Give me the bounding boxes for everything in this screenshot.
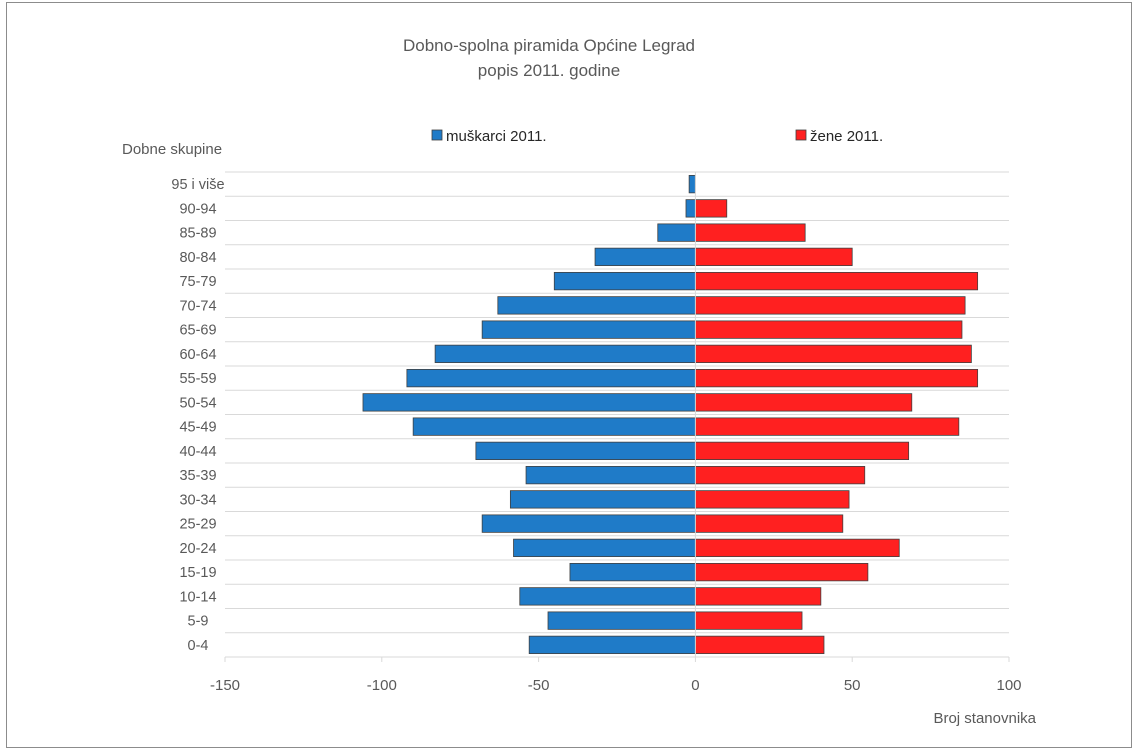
bar-female <box>695 562 869 582</box>
bars <box>362 174 979 655</box>
x-tick-label: -100 <box>367 677 397 694</box>
bar-male <box>406 368 696 388</box>
x-tick-label: 0 <box>691 677 699 694</box>
legend-swatch-male <box>431 129 443 141</box>
bar-male <box>481 320 696 339</box>
bar-male <box>547 611 696 630</box>
bar-male <box>509 490 696 509</box>
bar-female <box>695 417 960 436</box>
chart-subtitle: popis 2011. godine <box>478 61 620 80</box>
bar-female <box>695 368 979 388</box>
category-label: 50-54 <box>179 395 216 411</box>
bar-male <box>362 393 696 412</box>
bar-female <box>695 611 803 630</box>
category-label: 25-29 <box>179 517 216 533</box>
bar-female <box>695 199 728 218</box>
bar-male <box>497 296 696 315</box>
category-label: 35-39 <box>179 468 216 484</box>
bar-male <box>434 344 696 364</box>
x-axis-title: Broj stanovnika <box>933 710 1036 727</box>
bar-male <box>519 587 696 606</box>
gridlines <box>225 171 1009 658</box>
category-label: 40-44 <box>179 444 216 460</box>
bar-female <box>695 635 825 655</box>
legend: muškarci 2011. žene 2011. <box>431 128 883 145</box>
category-label: 0-4 <box>188 638 209 654</box>
category-label: 10-14 <box>179 589 216 605</box>
bar-male <box>412 417 696 436</box>
bar-male <box>528 635 696 655</box>
category-label: 15-19 <box>179 565 216 581</box>
x-tick-label: -50 <box>528 677 550 694</box>
bar-male <box>553 271 696 291</box>
legend-swatch-female <box>795 129 807 141</box>
bar-female <box>695 441 910 461</box>
bar-female <box>695 393 913 412</box>
legend-label-female: žene 2011. <box>810 128 883 145</box>
x-tick-label: 50 <box>844 677 861 694</box>
bar-female <box>695 587 822 606</box>
category-label: 55-59 <box>179 371 216 387</box>
bar-female <box>695 271 979 291</box>
bar-female <box>695 247 853 267</box>
category-label: 95 i više <box>171 177 224 193</box>
bar-female <box>695 223 806 242</box>
bar-female <box>695 344 972 364</box>
bar-male <box>525 465 696 485</box>
category-label: 65-69 <box>179 323 216 339</box>
category-label: 75-79 <box>179 274 216 290</box>
bar-male <box>594 247 696 267</box>
y-axis-title: Dobne skupine <box>122 141 222 158</box>
bar-male <box>475 441 696 461</box>
category-label: 5-9 <box>188 614 209 630</box>
x-tick-label: 100 <box>996 677 1021 694</box>
bar-female <box>695 320 963 339</box>
category-label: 30-34 <box>179 492 216 508</box>
category-label: 20-24 <box>179 541 216 557</box>
category-label: 85-89 <box>179 226 216 242</box>
bar-female <box>695 296 966 315</box>
x-axis: -150 -100 -50 0 50 100 <box>210 172 1022 694</box>
category-label: 80-84 <box>179 250 216 266</box>
category-label: 60-64 <box>179 347 216 363</box>
chart-title: Dobno-spolna piramida Općine Legrad <box>403 36 695 55</box>
legend-label-male: muškarci 2011. <box>446 128 547 145</box>
bar-female <box>695 490 850 509</box>
bar-male <box>481 514 696 533</box>
bar-male <box>513 538 696 558</box>
category-label: 45-49 <box>179 420 216 436</box>
category-labels: 95 i više 90-94 85-89 80-84 75-79 70-74 65-69 6… <box>171 177 224 654</box>
bar-male <box>569 562 696 582</box>
bar-female <box>695 465 866 485</box>
bar-female <box>695 538 900 558</box>
category-label: 90-94 <box>179 201 216 217</box>
bar-male <box>685 199 696 218</box>
x-tick-label: -150 <box>210 677 240 694</box>
category-label: 70-74 <box>179 298 216 314</box>
bar-male <box>688 174 696 194</box>
bar-female <box>695 514 844 533</box>
bar-male <box>657 223 696 242</box>
